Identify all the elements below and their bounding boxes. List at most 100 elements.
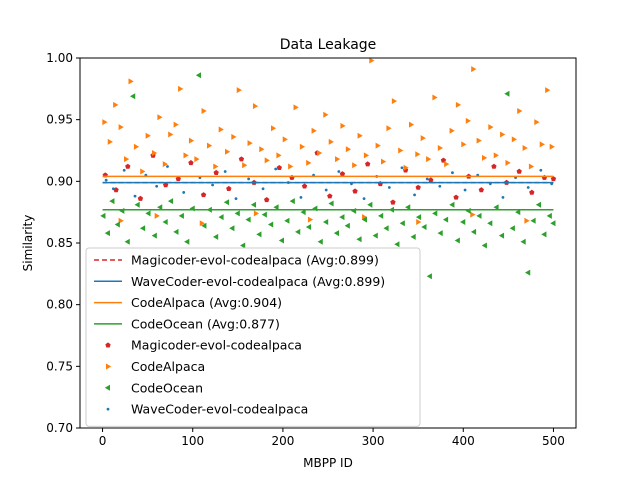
data-point <box>261 211 267 218</box>
data-point <box>408 121 415 128</box>
data-point <box>426 156 432 163</box>
legend-item: WaveCoder-evol-codealpaca (Avg:0.899) <box>94 274 385 289</box>
data-point <box>317 238 323 245</box>
data-point <box>372 232 378 239</box>
legend-marker-swatch <box>104 384 110 391</box>
data-point <box>206 142 213 149</box>
data-point <box>184 238 190 245</box>
data-point <box>420 135 426 142</box>
data-point <box>400 166 404 170</box>
data-point <box>234 210 240 217</box>
data-point <box>118 124 124 131</box>
data-point <box>162 161 168 168</box>
data-point <box>328 200 334 207</box>
data-point <box>428 177 434 183</box>
data-point <box>195 72 202 79</box>
legend-item: CodeOcean (Avg:0.877) <box>94 316 280 331</box>
y-tick-label: 0.80 <box>46 298 73 312</box>
data-point <box>405 204 411 211</box>
data-point <box>213 163 219 170</box>
data-point <box>369 57 375 64</box>
data-point <box>451 171 454 175</box>
data-point <box>478 187 484 193</box>
data-point <box>500 131 506 138</box>
data-point <box>178 212 184 219</box>
x-tick-label: 0 <box>99 434 107 448</box>
legend-label: CodeAlpaca (Avg:0.904) <box>131 295 282 310</box>
data-point <box>339 214 345 221</box>
data-point <box>390 199 396 205</box>
data-point <box>391 98 398 105</box>
data-point <box>337 170 341 173</box>
legend-item: CodeOcean <box>104 380 203 395</box>
data-point <box>356 236 362 243</box>
data-point <box>240 242 246 249</box>
data-point <box>250 201 257 208</box>
data-point <box>288 163 294 170</box>
legend-label: WaveCoder-evol-codealpaca <box>131 402 308 417</box>
data-point <box>238 156 245 162</box>
data-point <box>295 228 301 235</box>
data-point <box>549 143 555 150</box>
data-point <box>463 188 467 192</box>
data-point <box>282 136 288 143</box>
data-point <box>335 156 341 163</box>
legend-item: CodeAlpaca (Avg:0.904) <box>94 295 282 310</box>
data-point <box>145 210 151 217</box>
data-point <box>247 140 253 147</box>
data-point <box>539 141 545 148</box>
data-point <box>516 168 522 174</box>
data-point <box>453 194 459 200</box>
data-point <box>173 228 179 235</box>
data-point <box>178 85 184 92</box>
data-point <box>276 164 282 171</box>
data-point <box>488 124 494 131</box>
y-axis-label: Similarity <box>21 215 35 272</box>
plot-area <box>100 57 557 280</box>
data-point <box>522 145 528 152</box>
data-point <box>113 187 119 193</box>
legend-item: CodeAlpaca <box>106 359 205 374</box>
data-point <box>201 108 207 115</box>
data-point <box>211 183 214 187</box>
x-tick-label: 400 <box>452 434 475 448</box>
data-point <box>151 232 157 239</box>
data-point <box>529 189 535 195</box>
y-tick-label: 1.00 <box>46 51 73 65</box>
legend-label: CodeAlpaca <box>131 359 205 374</box>
data-point <box>344 222 350 229</box>
legend-label: CodeOcean <box>131 380 203 395</box>
data-point <box>539 168 543 172</box>
legend-marker-swatch <box>106 363 112 370</box>
legend-marker-swatch <box>106 407 110 411</box>
data-point <box>224 148 231 155</box>
data-point <box>415 214 422 221</box>
data-point <box>535 201 542 208</box>
data-point <box>140 168 146 175</box>
data-point <box>378 212 384 219</box>
legend-label: WaveCoder-evol-codealpaca (Avg:0.899) <box>131 274 385 289</box>
legend-label: CodeOcean (Avg:0.877) <box>131 316 280 331</box>
data-point <box>530 217 536 224</box>
data-point <box>226 185 232 191</box>
series-codealpaca <box>102 57 555 227</box>
legend-marker-swatch <box>105 342 111 348</box>
x-tick-label: 500 <box>542 434 565 448</box>
data-point <box>517 108 523 115</box>
data-point <box>168 131 174 138</box>
data-point <box>118 217 124 224</box>
data-point <box>223 199 229 206</box>
data-point <box>465 117 471 124</box>
data-point <box>276 152 282 159</box>
data-point <box>155 184 159 188</box>
data-point <box>229 225 235 232</box>
data-point <box>394 241 400 248</box>
data-point <box>398 147 404 154</box>
data-point <box>111 187 115 191</box>
data-point <box>234 197 238 201</box>
data-point <box>505 159 511 166</box>
data-point <box>328 138 334 145</box>
data-point <box>122 168 126 172</box>
data-point <box>470 228 477 235</box>
data-point <box>352 188 358 194</box>
